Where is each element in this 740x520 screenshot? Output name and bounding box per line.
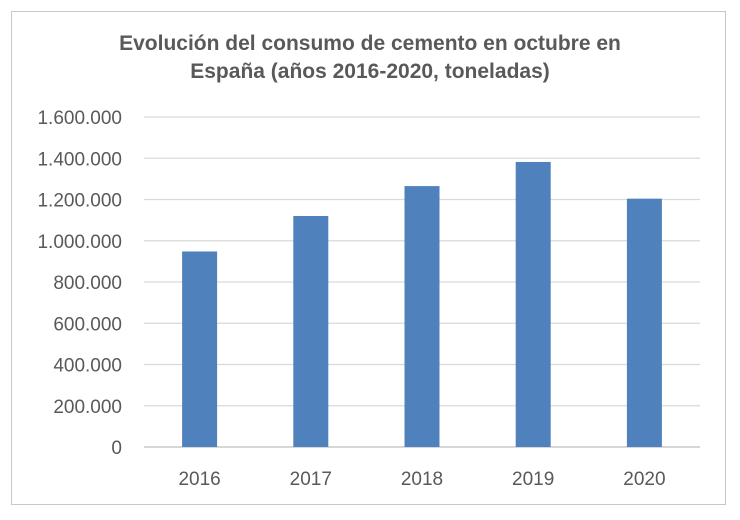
x-tick-label: 2020: [623, 469, 665, 490]
chart-frame: [11, 11, 726, 505]
y-tick-label: 1.200.000: [37, 191, 122, 212]
chart-title-line-2: España (años 2016-2020, toneladas): [190, 60, 550, 83]
y-tick-label: 1.400.000: [37, 149, 122, 170]
chart-title-line-1: Evolución del consumo de cemento en octu…: [119, 32, 621, 55]
bar: [515, 161, 551, 447]
y-tick-label: 800.000: [53, 273, 122, 294]
bar: [182, 251, 218, 447]
x-tick-label: 2019: [512, 469, 554, 490]
bar: [404, 186, 440, 447]
y-tick-label: 1.600.000: [37, 108, 122, 129]
x-tick-label: 2016: [178, 469, 220, 490]
bar: [293, 216, 329, 447]
x-tick-label: 2017: [290, 469, 332, 490]
bar: [626, 198, 662, 447]
y-tick-label: 0: [111, 438, 122, 459]
y-tick-label: 600.000: [53, 314, 122, 335]
y-tick-label: 400.000: [53, 356, 122, 377]
chart-title: Evolución del consumo de cemento en octu…: [0, 30, 740, 86]
y-tick-label: 1.000.000: [37, 232, 122, 253]
y-tick-label: 200.000: [53, 397, 122, 418]
x-tick-label: 2018: [401, 469, 443, 490]
